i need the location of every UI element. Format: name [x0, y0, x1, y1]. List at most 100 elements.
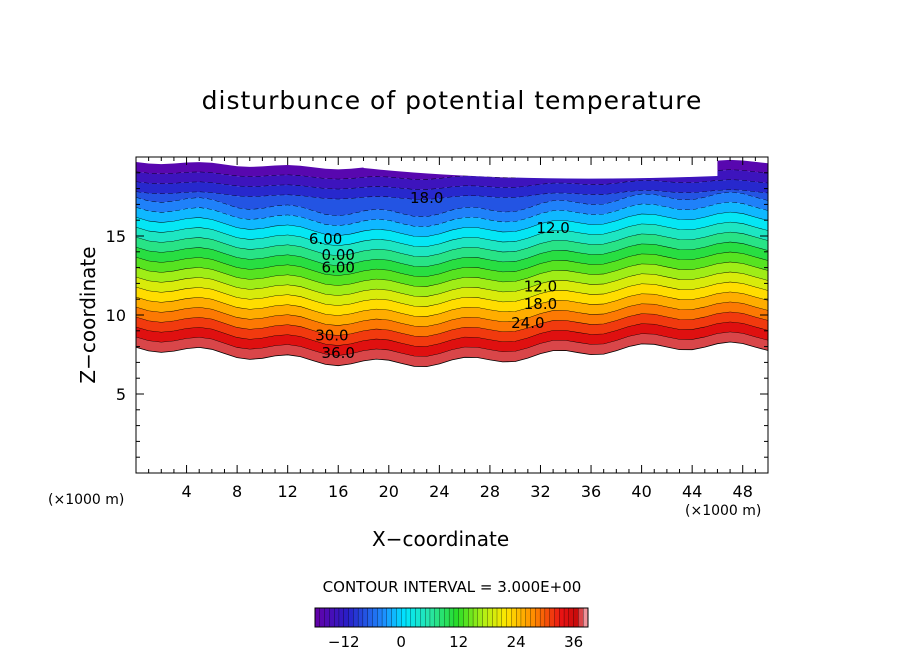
contour-interval-label: CONTOUR INTERVAL = 3.000E+00: [322, 578, 582, 596]
colorbar-cell: [539, 607, 546, 628]
colorbar-cell: [362, 607, 369, 628]
colorbar-cell: [448, 607, 455, 628]
colorbar-cell: [367, 607, 373, 628]
colorbar-cell: [453, 607, 460, 628]
colorbar-cell: [420, 607, 426, 628]
colorbar-cell: [563, 607, 570, 628]
contour-label: 12.0: [524, 278, 557, 296]
colorbar-cell: [458, 607, 464, 628]
x-tick-label: 48: [733, 482, 753, 501]
colorbar-tick-label: 36: [564, 633, 583, 651]
x-tick-label: 32: [530, 482, 550, 501]
colorbar-cell: [525, 607, 531, 628]
x-tick-label: 40: [631, 482, 651, 501]
colorbar-cell: [405, 607, 412, 628]
colorbar-cell: [544, 607, 551, 628]
colorbar-cell: [511, 607, 517, 628]
colorbar-cell: [472, 607, 479, 628]
colorbar-tick-label: −12: [328, 633, 360, 651]
contour-label: 0.00: [322, 246, 355, 264]
colorbar-cell: [329, 607, 335, 628]
colorbar-cell: [314, 607, 321, 628]
colorbar-cell: [554, 607, 560, 628]
x-unit-right: (×1000 m): [685, 503, 762, 519]
x-tick-label: 24: [429, 482, 449, 501]
colorbar-cell: [463, 607, 469, 628]
colorbar-cell: [401, 607, 407, 628]
contour-label: 6.00: [322, 259, 355, 277]
contour-band: [136, 189, 768, 217]
colorbar-cell: [377, 607, 383, 628]
x-tick-label: 20: [379, 482, 399, 501]
contour-label: 30.0: [315, 327, 348, 345]
colorbar-cell: [520, 607, 527, 628]
colorbar-cell: [386, 607, 393, 628]
colorbar-cell: [334, 607, 340, 628]
colorbar-cell: [357, 607, 364, 628]
colorbar-cell: [573, 607, 579, 628]
colorbar-cell: [444, 607, 450, 628]
colorbar-cell: [492, 607, 498, 628]
colorbar-cell: [415, 607, 421, 628]
contour-band: [136, 179, 768, 200]
contour-label: 12.0: [536, 219, 569, 237]
colorbar-cell: [530, 607, 536, 628]
colorbar-cell: [501, 607, 508, 628]
colorbar-cell: [391, 607, 397, 628]
colorbar-cell: [559, 607, 565, 628]
colorbar-cell: [410, 607, 417, 628]
colorbar-cell: [568, 607, 575, 628]
contour-field: [135, 157, 769, 368]
x-tick-label: 28: [480, 482, 500, 501]
colorbar-cell: [506, 607, 512, 628]
colorbar: [314, 607, 589, 628]
y-tick-label: 15: [106, 227, 126, 246]
x-tick-label: 36: [581, 482, 601, 501]
x-tick-label: 16: [328, 482, 348, 501]
colorbar-cell: [343, 607, 349, 628]
x-axis-label: X−coordinate: [372, 527, 510, 551]
colorbar-cell: [429, 607, 436, 628]
x-unit-left: (×1000 m): [48, 492, 125, 508]
contour-label: 6.00: [309, 230, 342, 248]
colorbar-cell: [535, 607, 541, 628]
colorbar-cell: [487, 607, 493, 628]
y-tick-label: 5: [116, 385, 126, 404]
x-tick-label: 4: [181, 482, 191, 501]
colorbar-cell: [319, 607, 326, 628]
colorbar-cell: [439, 607, 445, 628]
x-tick-label: 8: [232, 482, 242, 501]
colorbar-cell: [324, 607, 330, 628]
colorbar-cell: [477, 607, 484, 628]
colorbar-cell: [578, 607, 584, 628]
colorbar-cell: [549, 607, 555, 628]
colorbar-cell: [348, 607, 354, 628]
contour-label: 36.0: [322, 344, 355, 362]
x-tick-label: 12: [278, 482, 298, 501]
y-axis-label: Z−coordinate: [76, 246, 100, 384]
colorbar-tick-label: 12: [449, 633, 468, 651]
x-tick-label: 44: [682, 482, 702, 501]
colorbar-tick-label: 24: [507, 633, 526, 651]
colorbar-cell: [482, 607, 488, 628]
colorbar-frame: [314, 607, 589, 628]
colorbar-cell: [516, 607, 522, 628]
contour-label: 18.0: [524, 295, 557, 313]
colorbar-cell: [396, 607, 402, 628]
colorbar-cell: [468, 607, 474, 628]
contour-line: [135, 341, 769, 368]
colorbar-cell: [425, 607, 431, 628]
colorbar-cell: [496, 607, 503, 628]
y-tick-label: 10: [106, 306, 126, 325]
colorbar-cell: [381, 607, 388, 628]
blank-region: [363, 157, 718, 179]
colorbar-cell: [338, 607, 345, 628]
contour-label: 18.0: [410, 189, 443, 207]
chart-title: disturbunce of potential temperature: [201, 86, 703, 115]
colorbar-cell: [372, 607, 378, 628]
contour-label: 24.0: [511, 314, 544, 332]
colorbar-cell: [353, 607, 359, 628]
colorbar-cell: [434, 607, 440, 628]
colorbar-tick-label: 0: [396, 633, 406, 651]
